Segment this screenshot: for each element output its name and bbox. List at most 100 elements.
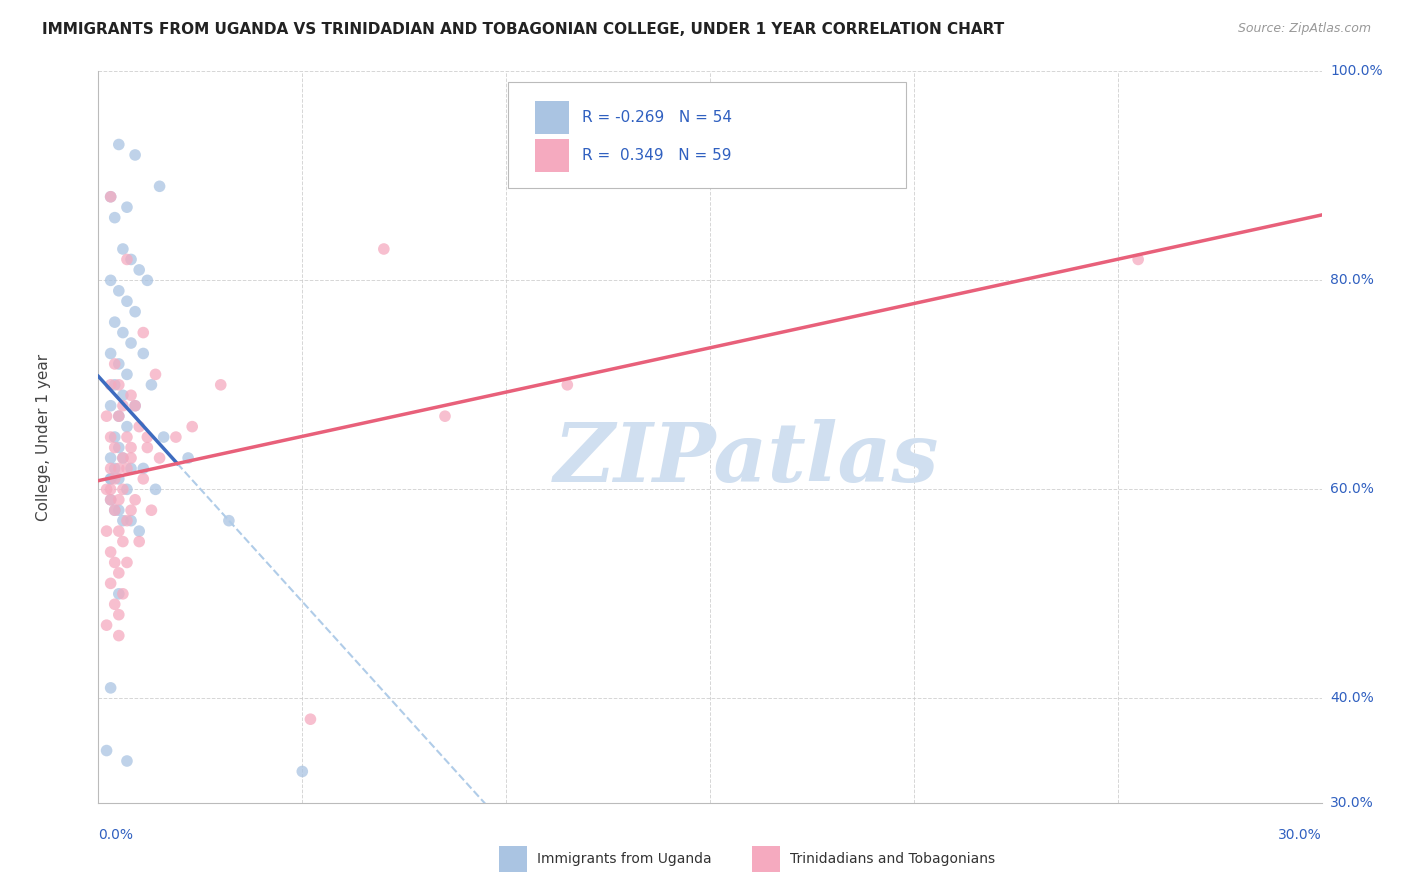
- Point: [104, 315, 127, 329]
- Point: [128, 419, 150, 434]
- Point: [124, 399, 146, 413]
- Point: [100, 472, 122, 486]
- Point: [128, 263, 150, 277]
- Point: [100, 377, 122, 392]
- Point: [96, 483, 118, 497]
- FancyBboxPatch shape: [508, 82, 905, 188]
- Point: [104, 377, 127, 392]
- Point: [120, 514, 142, 528]
- Point: [136, 441, 159, 455]
- Point: [104, 357, 127, 371]
- Point: [111, 242, 134, 256]
- Point: [100, 273, 122, 287]
- Point: [120, 503, 142, 517]
- Point: [100, 461, 122, 475]
- Point: [120, 252, 142, 267]
- Point: [145, 368, 167, 382]
- Point: [111, 587, 134, 601]
- Point: [111, 534, 134, 549]
- Point: [152, 430, 174, 444]
- Text: 30.0%: 30.0%: [1278, 828, 1322, 842]
- Point: [120, 441, 142, 455]
- Point: [108, 566, 131, 580]
- Point: [100, 430, 122, 444]
- Point: [96, 524, 118, 538]
- Point: [218, 514, 240, 528]
- Point: [111, 450, 134, 465]
- Point: [104, 461, 127, 475]
- Point: [115, 200, 138, 214]
- Point: [136, 273, 159, 287]
- Point: [1128, 252, 1150, 267]
- Point: [115, 252, 138, 267]
- Point: [104, 556, 127, 570]
- Point: [120, 450, 142, 465]
- Point: [149, 179, 172, 194]
- Point: [108, 587, 131, 601]
- Point: [128, 534, 150, 549]
- Point: [108, 607, 131, 622]
- Point: [100, 576, 122, 591]
- Point: [177, 450, 200, 465]
- Point: [100, 483, 122, 497]
- Point: [124, 148, 146, 162]
- Point: [100, 190, 122, 204]
- Point: [100, 399, 122, 413]
- Point: [149, 450, 172, 465]
- Point: [108, 409, 131, 424]
- Point: [100, 492, 122, 507]
- Point: [141, 503, 163, 517]
- Point: [120, 461, 142, 475]
- Text: R =  0.349   N = 59: R = 0.349 N = 59: [582, 148, 731, 163]
- Point: [108, 472, 131, 486]
- Point: [120, 388, 142, 402]
- Point: [100, 190, 122, 204]
- Point: [104, 430, 127, 444]
- FancyBboxPatch shape: [536, 101, 569, 134]
- Point: [104, 597, 127, 611]
- Text: 80.0%: 80.0%: [1330, 273, 1374, 287]
- Point: [115, 754, 138, 768]
- Point: [115, 461, 138, 475]
- Point: [111, 450, 134, 465]
- Point: [104, 503, 127, 517]
- Point: [115, 430, 138, 444]
- Point: [108, 284, 131, 298]
- Point: [120, 336, 142, 351]
- Point: [124, 304, 146, 318]
- Point: [108, 357, 131, 371]
- Point: [100, 681, 122, 695]
- Point: [115, 419, 138, 434]
- Point: [96, 743, 118, 757]
- Text: ZIPatlas: ZIPatlas: [554, 419, 939, 499]
- Point: [100, 545, 122, 559]
- Point: [124, 399, 146, 413]
- Point: [115, 483, 138, 497]
- Point: [111, 483, 134, 497]
- Point: [111, 399, 134, 413]
- Point: [108, 503, 131, 517]
- Point: [108, 137, 131, 152]
- Point: [104, 503, 127, 517]
- Point: [108, 377, 131, 392]
- FancyBboxPatch shape: [536, 139, 569, 172]
- Text: 60.0%: 60.0%: [1330, 483, 1374, 496]
- Point: [115, 294, 138, 309]
- Point: [104, 211, 127, 225]
- Point: [108, 461, 131, 475]
- Text: 40.0%: 40.0%: [1330, 691, 1374, 706]
- Point: [145, 483, 167, 497]
- Text: R = -0.269   N = 54: R = -0.269 N = 54: [582, 110, 731, 125]
- Point: [100, 450, 122, 465]
- Point: [373, 242, 395, 256]
- Point: [299, 712, 322, 726]
- Point: [96, 409, 118, 424]
- Point: [108, 524, 131, 538]
- Text: Source: ZipAtlas.com: Source: ZipAtlas.com: [1237, 22, 1371, 36]
- Point: [111, 514, 134, 528]
- Point: [111, 388, 134, 402]
- Point: [181, 419, 204, 434]
- Point: [108, 441, 131, 455]
- Point: [100, 492, 122, 507]
- Point: [108, 409, 131, 424]
